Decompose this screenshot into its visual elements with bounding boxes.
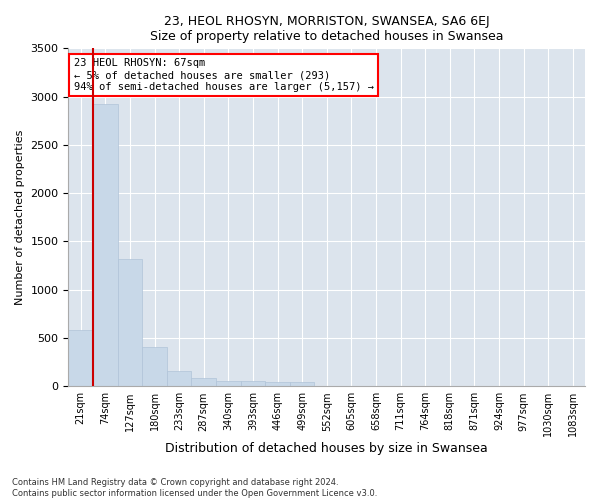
X-axis label: Distribution of detached houses by size in Swansea: Distribution of detached houses by size …: [166, 442, 488, 455]
Bar: [265, 382, 290, 386]
Text: 23 HEOL RHOSYN: 67sqm
← 5% of detached houses are smaller (293)
94% of semi-deta: 23 HEOL RHOSYN: 67sqm ← 5% of detached h…: [74, 58, 374, 92]
Bar: [191, 378, 216, 386]
Bar: [68, 330, 93, 386]
Bar: [167, 372, 191, 386]
Bar: [118, 259, 142, 386]
Text: Contains HM Land Registry data © Crown copyright and database right 2024.
Contai: Contains HM Land Registry data © Crown c…: [12, 478, 377, 498]
Bar: [216, 380, 241, 386]
Bar: [142, 346, 167, 387]
Bar: [93, 104, 118, 386]
Title: 23, HEOL RHOSYN, MORRISTON, SWANSEA, SA6 6EJ
Size of property relative to detach: 23, HEOL RHOSYN, MORRISTON, SWANSEA, SA6…: [150, 15, 503, 43]
Y-axis label: Number of detached properties: Number of detached properties: [15, 130, 25, 305]
Bar: [290, 382, 314, 386]
Bar: [241, 381, 265, 386]
